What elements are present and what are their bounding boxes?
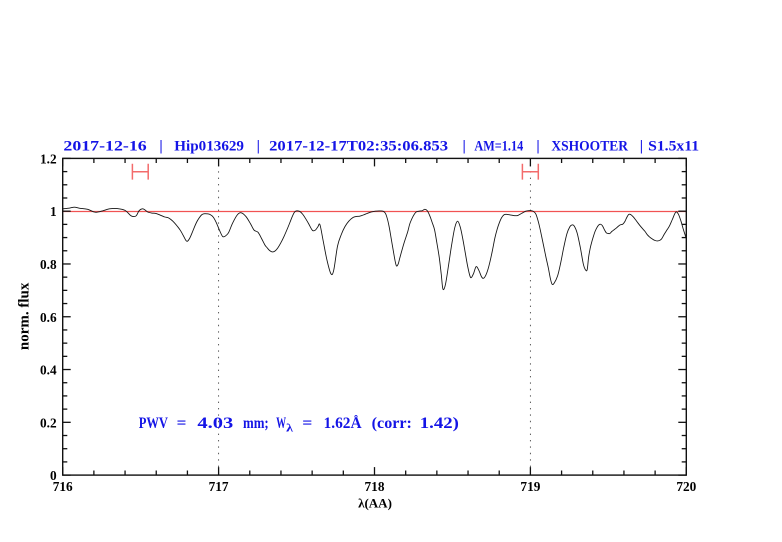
svg-text:716: 716 [53, 479, 73, 494]
svg-text:|: | [463, 138, 466, 154]
svg-text:720: 720 [676, 479, 696, 494]
svg-text:=: = [302, 415, 312, 432]
svg-text:0.2: 0.2 [40, 415, 57, 430]
svg-text:0.4: 0.4 [40, 363, 57, 378]
svg-text:AM=1.14: AM=1.14 [474, 138, 523, 154]
svg-text:1.2: 1.2 [40, 151, 57, 166]
svg-text:4.03: 4.03 [197, 415, 233, 432]
svg-text:2017-12-16: 2017-12-16 [63, 138, 147, 154]
svg-text:719: 719 [520, 479, 540, 494]
svg-text:718: 718 [365, 479, 385, 494]
svg-text:1.42): 1.42) [420, 415, 459, 432]
svg-text:(corr:: (corr: [372, 415, 412, 432]
svg-text:|: | [159, 138, 162, 154]
svg-text:Hip013629: Hip013629 [174, 138, 244, 154]
svg-text:λ(AA): λ(AA) [358, 495, 392, 510]
svg-text:=: = [177, 415, 187, 432]
svg-text:W: W [276, 415, 286, 432]
svg-text:|: | [640, 138, 643, 154]
svg-text:PWV: PWV [139, 415, 169, 432]
svg-text:0.6: 0.6 [40, 310, 57, 325]
svg-text:1.62Å: 1.62Å [324, 414, 362, 432]
svg-text:2017-12-17T02:35:06.853: 2017-12-17T02:35:06.853 [269, 138, 448, 154]
svg-text:mm;: mm; [243, 415, 269, 432]
svg-text:717: 717 [209, 479, 229, 494]
svg-text:λ: λ [286, 420, 293, 434]
svg-text:|: | [257, 138, 260, 154]
svg-text:0.8: 0.8 [40, 257, 57, 272]
svg-text:norm. flux: norm. flux [17, 282, 33, 350]
svg-text:0: 0 [50, 468, 57, 483]
svg-text:|: | [536, 138, 539, 154]
svg-text:S1.5x11: S1.5x11 [648, 138, 699, 154]
svg-text:1: 1 [50, 204, 57, 219]
svg-text:XSHOOTER: XSHOOTER [551, 138, 628, 154]
